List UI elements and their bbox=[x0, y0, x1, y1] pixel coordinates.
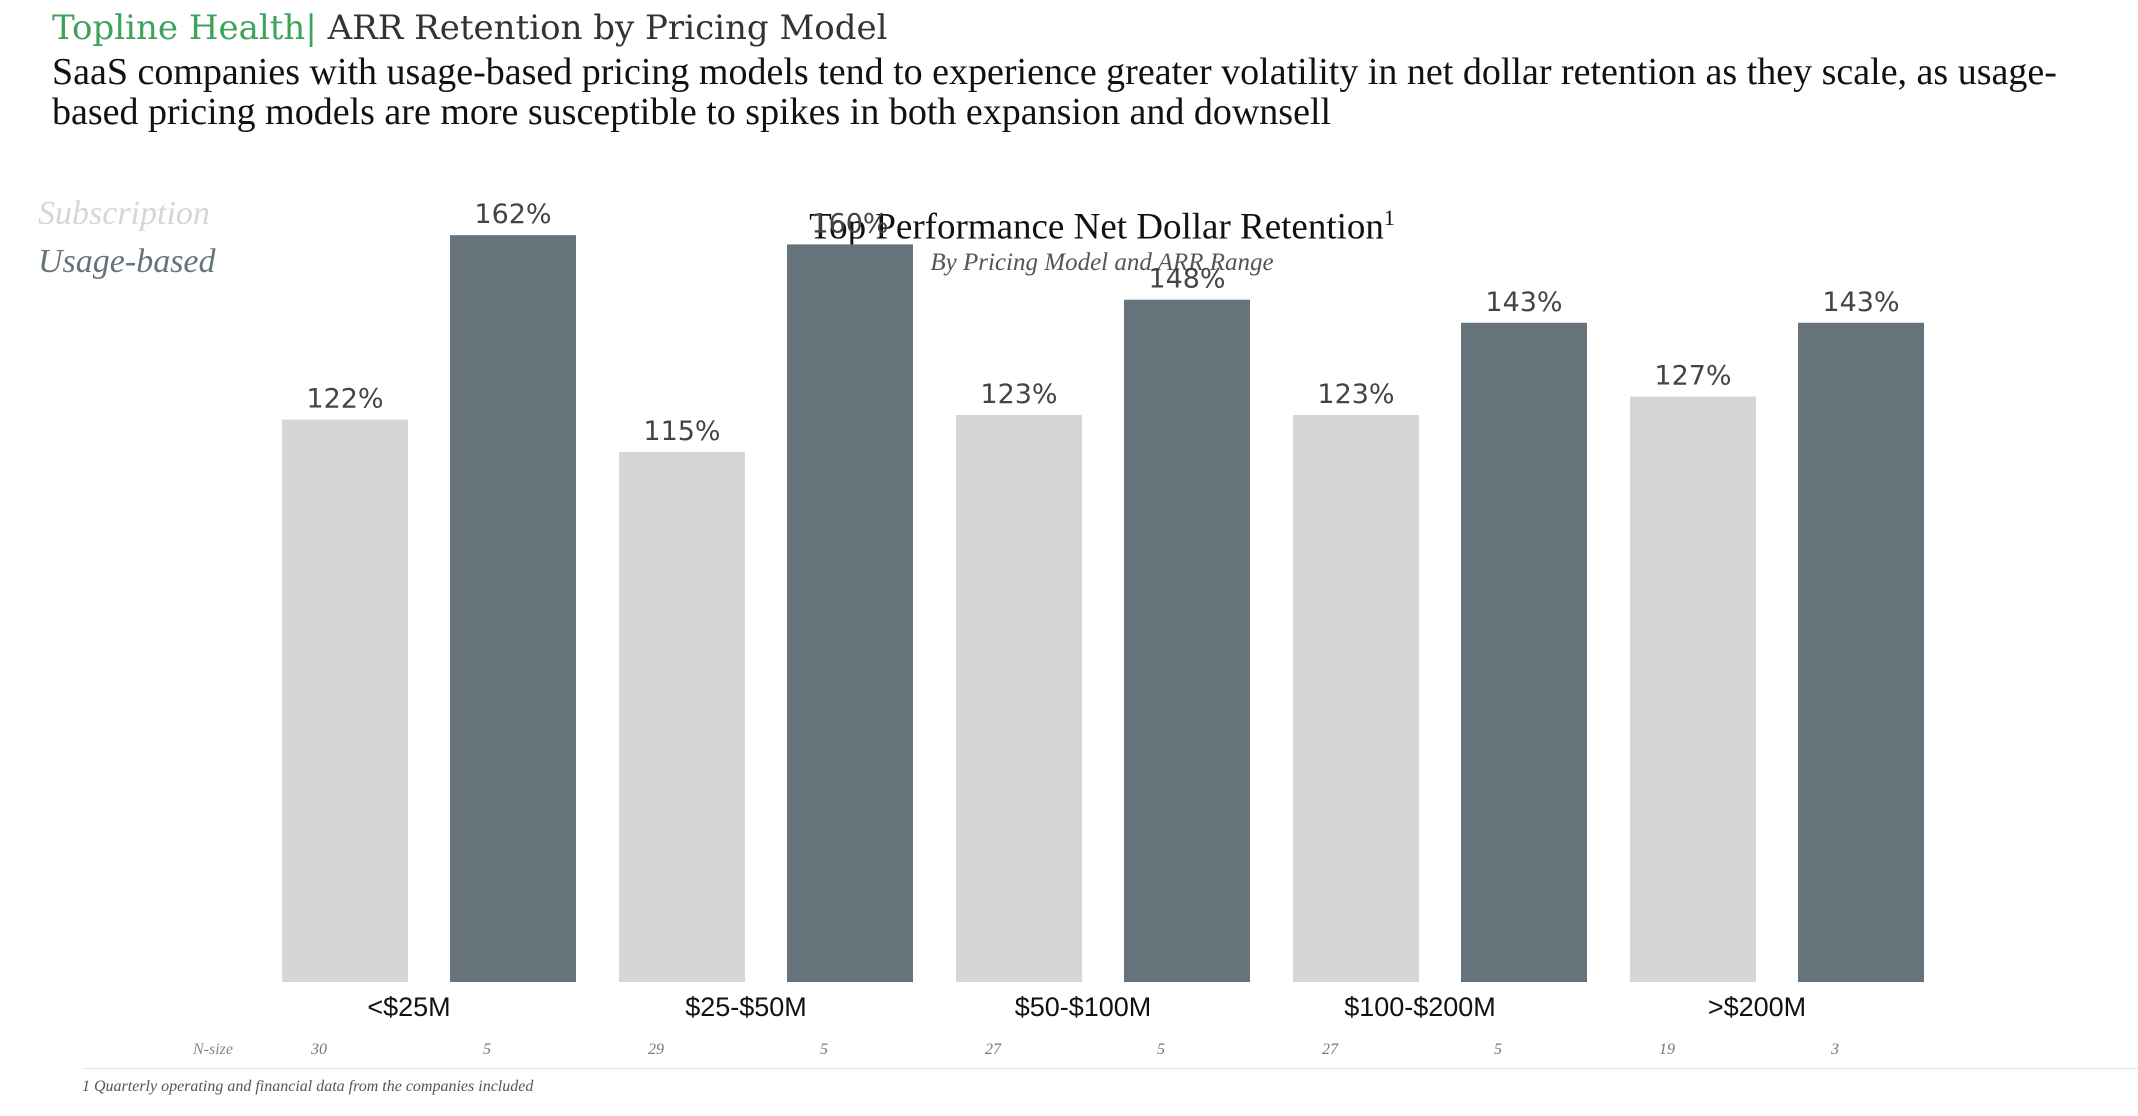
category-label-2: $50-$100M bbox=[1015, 992, 1152, 1022]
brand-name: Topline Health bbox=[52, 8, 306, 48]
n-size-value-subscription-2: 27 bbox=[985, 1041, 1002, 1058]
n-size-label: N-size bbox=[192, 1041, 233, 1058]
bar-subscription-4 bbox=[1630, 396, 1756, 982]
n-size-value-usage-based-1: 5 bbox=[820, 1041, 828, 1058]
bar-usage-based-0 bbox=[450, 235, 576, 982]
chart-legend: Subscription Usage-based bbox=[38, 190, 216, 286]
data-label-usage-based-4: 143% bbox=[1822, 287, 1899, 318]
bar-usage-based-4 bbox=[1798, 322, 1924, 982]
footer-divider bbox=[84, 1068, 2138, 1069]
bar-subscription-2 bbox=[956, 414, 1082, 983]
page-header: Topline Health| ARR Retention by Pricing… bbox=[52, 6, 2112, 132]
headline: SaaS companies with usage-based pricing … bbox=[52, 51, 2057, 133]
n-size-value-subscription-3: 27 bbox=[1322, 1041, 1339, 1058]
data-label-usage-based-3: 143% bbox=[1485, 287, 1562, 318]
bar-usage-based-1 bbox=[787, 244, 913, 982]
n-size-value-usage-based-4: 3 bbox=[1830, 1041, 1839, 1058]
bar-subscription-3 bbox=[1293, 414, 1419, 983]
n-size-value-subscription-0: 30 bbox=[310, 1041, 327, 1058]
brand-separator: | bbox=[305, 8, 317, 48]
data-label-usage-based-0: 162% bbox=[474, 199, 551, 230]
data-label-subscription-1: 115% bbox=[643, 416, 720, 447]
n-size-value-usage-based-2: 5 bbox=[1157, 1041, 1165, 1058]
category-label-3: $100-$200M bbox=[1344, 992, 1496, 1022]
n-size-value-usage-based-3: 5 bbox=[1494, 1041, 1502, 1058]
chart-title-text: Top Performance Net Dollar Retention bbox=[809, 206, 1384, 248]
category-label-1: $25-$50M bbox=[685, 992, 807, 1022]
n-size-value-subscription-4: 19 bbox=[1659, 1041, 1675, 1058]
chart-subtitle: By Pricing Model and ARR Range bbox=[930, 249, 1274, 277]
footnote: 1 Quarterly operating and financial data… bbox=[82, 1078, 534, 1095]
data-label-usage-based-2: 148% bbox=[1148, 264, 1225, 295]
data-label-subscription-3: 123% bbox=[1317, 379, 1394, 410]
data-label-subscription-2: 123% bbox=[980, 379, 1057, 410]
data-label-subscription-0: 122% bbox=[306, 384, 383, 415]
n-size-value-usage-based-0: 5 bbox=[483, 1041, 491, 1058]
page-title: ARR Retention by Pricing Model bbox=[316, 8, 888, 48]
category-label-4: >$200M bbox=[1708, 992, 1806, 1022]
chart-title: Top Performance Net Dollar Retention1 bbox=[0, 196, 2138, 249]
legend-item-usage-based: Usage-based bbox=[38, 243, 216, 280]
chart-title-footnote-marker: 1 bbox=[1383, 205, 1395, 230]
data-label-subscription-4: 127% bbox=[1654, 361, 1731, 392]
category-label-0: <$25M bbox=[367, 992, 450, 1022]
bar-usage-based-3 bbox=[1461, 322, 1587, 982]
data-label-usage-based-1: 160% bbox=[811, 208, 888, 239]
brand-line: Topline Health| ARR Retention by Pricing… bbox=[52, 6, 2112, 50]
bar-usage-based-2 bbox=[1124, 299, 1250, 983]
n-size-value-subscription-1: 29 bbox=[648, 1041, 664, 1058]
chart-title-block: Top Performance Net Dollar Retention1 By… bbox=[0, 196, 2138, 277]
legend-item-subscription: Subscription bbox=[38, 195, 210, 232]
bar-subscription-0 bbox=[282, 419, 408, 983]
bar-subscription-1 bbox=[619, 451, 745, 983]
